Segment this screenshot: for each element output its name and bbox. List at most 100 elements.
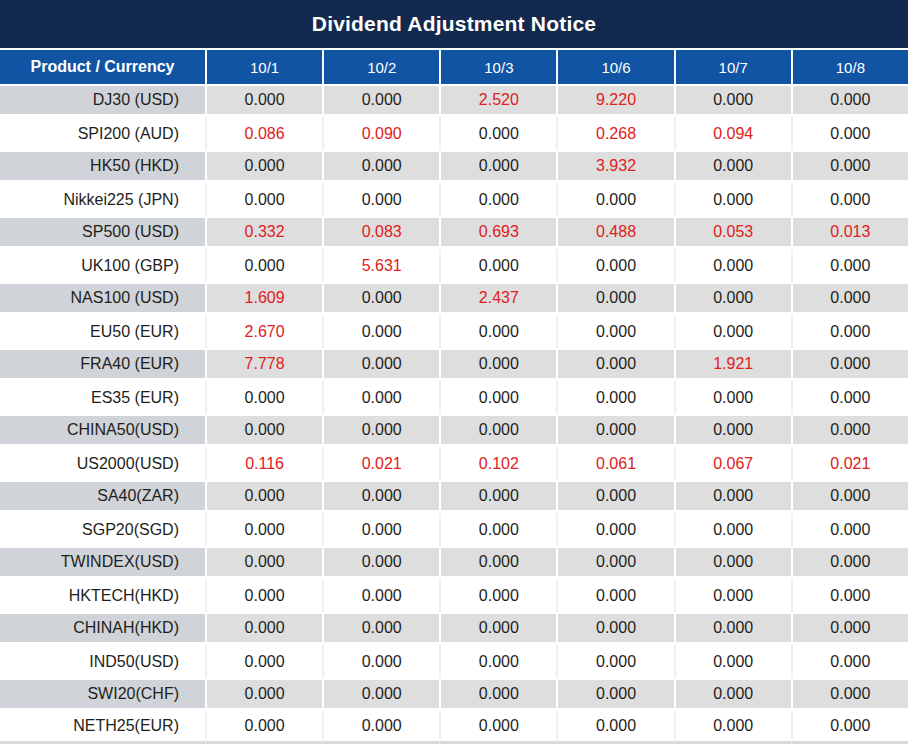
value-cell: 0.000: [205, 480, 322, 513]
product-cell: US2000(USD): [0, 447, 205, 480]
value-cell: 3.932: [556, 150, 673, 183]
value-cell: 0.000: [674, 513, 791, 546]
value-cell: 0.000: [791, 117, 908, 150]
value-cell: 0.000: [791, 711, 908, 744]
value-cell: 0.000: [322, 678, 439, 711]
value-cell: 0.000: [439, 513, 556, 546]
table-row: EU50 (EUR)2.6700.0000.0000.0000.0000.000: [0, 315, 908, 348]
value-cell: 0.053: [674, 216, 791, 249]
value-cell: 0.000: [791, 513, 908, 546]
value-cell: 0.000: [322, 480, 439, 513]
table-row: NETH25(EUR)0.0000.0000.0000.0000.0000.00…: [0, 711, 908, 744]
value-cell: 2.670: [205, 315, 322, 348]
value-cell: 0.000: [322, 513, 439, 546]
value-cell: 0.000: [205, 381, 322, 414]
value-cell: 0.000: [205, 249, 322, 282]
value-cell: 0.000: [674, 414, 791, 447]
value-cell: 0.000: [439, 711, 556, 744]
value-cell: 0.000: [205, 579, 322, 612]
table-row: TWINDEX(USD)0.0000.0000.0000.0000.0000.0…: [0, 546, 908, 579]
value-cell: 0.000: [791, 348, 908, 381]
value-cell: 0.000: [205, 84, 322, 117]
value-cell: 0.000: [791, 546, 908, 579]
value-cell: 0.000: [205, 678, 322, 711]
value-cell: 0.000: [439, 480, 556, 513]
table-row: SP500 (USD)0.3320.0830.6930.4880.0530.01…: [0, 216, 908, 249]
value-cell: 0.000: [791, 381, 908, 414]
product-cell: NAS100 (USD): [0, 282, 205, 315]
value-cell: 0.000: [322, 579, 439, 612]
value-cell: 0.000: [439, 645, 556, 678]
value-cell: 0.000: [322, 315, 439, 348]
value-cell: 0.000: [791, 282, 908, 315]
value-cell: 0.488: [556, 216, 673, 249]
value-cell: 0.000: [322, 282, 439, 315]
table-row: HKTECH(HKD)0.0000.0000.0000.0000.0000.00…: [0, 579, 908, 612]
value-cell: 0.000: [322, 711, 439, 744]
value-cell: 0.000: [674, 645, 791, 678]
dividend-table: Product / Currency 10/110/210/310/610/71…: [0, 48, 908, 744]
value-cell: 0.021: [322, 447, 439, 480]
value-cell: 0.000: [674, 678, 791, 711]
value-cell: 0.000: [322, 381, 439, 414]
value-cell: 0.000: [791, 645, 908, 678]
value-cell: 0.000: [439, 678, 556, 711]
value-cell: 0.000: [322, 414, 439, 447]
value-cell: 0.693: [439, 216, 556, 249]
table-row: FRA40 (EUR)7.7780.0000.0000.0001.9210.00…: [0, 348, 908, 381]
date-header: 10/8: [791, 48, 908, 84]
product-cell: UK100 (GBP): [0, 249, 205, 282]
page-title: Dividend Adjustment Notice: [312, 12, 596, 36]
value-cell: 2.437: [439, 282, 556, 315]
value-cell: 0.000: [439, 348, 556, 381]
value-cell: 0.061: [556, 447, 673, 480]
value-cell: 0.000: [556, 678, 673, 711]
value-cell: 0.013: [791, 216, 908, 249]
value-cell: 0.000: [674, 711, 791, 744]
value-cell: 0.000: [556, 414, 673, 447]
value-cell: 9.220: [556, 84, 673, 117]
value-cell: 0.116: [205, 447, 322, 480]
value-cell: 0.000: [556, 315, 673, 348]
value-cell: 0.000: [439, 150, 556, 183]
value-cell: 0.000: [439, 579, 556, 612]
value-cell: 0.332: [205, 216, 322, 249]
value-cell: 0.090: [322, 117, 439, 150]
value-cell: 0.000: [205, 183, 322, 216]
value-cell: 0.000: [322, 84, 439, 117]
table-row: UK100 (GBP)0.0005.6310.0000.0000.0000.00…: [0, 249, 908, 282]
table-row: HK50 (HKD)0.0000.0000.0003.9320.0000.000: [0, 150, 908, 183]
value-cell: 0.000: [556, 249, 673, 282]
table-row: Nikkei225 (JPN)0.0000.0000.0000.0000.000…: [0, 183, 908, 216]
value-cell: 0.000: [556, 381, 673, 414]
date-header: 10/6: [556, 48, 673, 84]
value-cell: 0.000: [556, 612, 673, 645]
value-cell: 1.921: [674, 348, 791, 381]
value-cell: 0.000: [439, 315, 556, 348]
product-cell: FRA40 (EUR): [0, 348, 205, 381]
product-cell: CHINAH(HKD): [0, 612, 205, 645]
value-cell: 0.000: [205, 414, 322, 447]
value-cell: 0.000: [205, 513, 322, 546]
value-cell: 0.000: [674, 282, 791, 315]
table-row: SPI200 (AUD)0.0860.0900.0000.2680.0940.0…: [0, 117, 908, 150]
table-row: CHINAH(HKD)0.0000.0000.0000.0000.0000.00…: [0, 612, 908, 645]
value-cell: 0.000: [205, 645, 322, 678]
value-cell: 0.000: [674, 84, 791, 117]
value-cell: 0.000: [674, 249, 791, 282]
value-cell: 0.000: [205, 546, 322, 579]
value-cell: 0.000: [674, 381, 791, 414]
value-cell: 0.067: [674, 447, 791, 480]
value-cell: 0.000: [791, 249, 908, 282]
value-cell: 0.000: [205, 150, 322, 183]
value-cell: 0.000: [674, 480, 791, 513]
date-header: 10/7: [674, 48, 791, 84]
value-cell: 0.000: [205, 612, 322, 645]
value-cell: 1.609: [205, 282, 322, 315]
product-cell: NETH25(EUR): [0, 711, 205, 744]
product-cell: SA40(ZAR): [0, 480, 205, 513]
value-cell: 0.000: [791, 315, 908, 348]
table-body: DJ30 (USD)0.0000.0002.5209.2200.0000.000…: [0, 84, 908, 744]
title-bar: Dividend Adjustment Notice: [0, 0, 908, 48]
table-row: DJ30 (USD)0.0000.0002.5209.2200.0000.000: [0, 84, 908, 117]
